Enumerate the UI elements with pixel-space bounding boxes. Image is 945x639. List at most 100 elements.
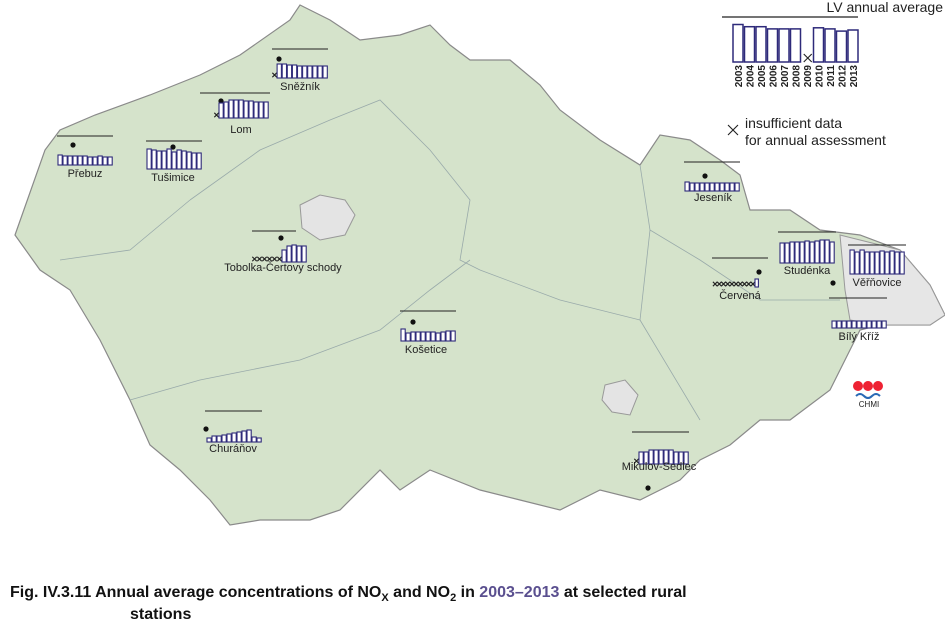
legend-year: 2011 xyxy=(826,65,837,87)
bar xyxy=(221,434,227,443)
caption-sub: X xyxy=(381,592,389,605)
bar xyxy=(276,63,282,79)
bar xyxy=(694,182,700,192)
legend-year: 2010 xyxy=(814,65,825,88)
bar xyxy=(216,435,222,443)
bar xyxy=(638,451,644,465)
bar xyxy=(87,156,93,166)
bar xyxy=(684,181,690,192)
station-dot xyxy=(702,173,708,179)
bar xyxy=(223,101,229,119)
insufficient-mark xyxy=(750,281,756,287)
bar xyxy=(253,101,259,119)
bar xyxy=(233,99,239,119)
bar xyxy=(77,155,83,166)
bar xyxy=(312,65,318,79)
bar xyxy=(238,99,244,119)
station-label: Věřňovice xyxy=(853,277,902,289)
caption-text: in xyxy=(456,584,480,601)
bar xyxy=(658,449,664,465)
station-label: Lom xyxy=(230,124,251,136)
station-dot xyxy=(830,280,836,286)
insufficient-mark xyxy=(741,281,748,287)
station-label: Churáňov xyxy=(209,443,257,455)
station-dot xyxy=(645,485,651,491)
bar xyxy=(714,182,720,192)
legend-bar xyxy=(789,28,802,63)
bar xyxy=(281,63,288,79)
bar xyxy=(445,330,451,342)
station-label: Košetice xyxy=(405,344,447,356)
legend-bar xyxy=(847,29,859,63)
bar xyxy=(176,149,182,170)
legend-bar xyxy=(755,25,767,63)
bar xyxy=(450,330,456,342)
insufficient-mark xyxy=(746,281,752,287)
bar xyxy=(719,182,725,192)
bar xyxy=(263,101,269,119)
bar xyxy=(191,152,197,170)
caption-years: 2003–2013 xyxy=(479,584,560,601)
station-label: Tušimice xyxy=(151,172,195,184)
insufficient-mark xyxy=(256,256,263,262)
bar xyxy=(415,331,421,342)
bar xyxy=(689,182,695,192)
bar xyxy=(704,182,710,192)
bar xyxy=(814,240,820,264)
bar xyxy=(899,251,905,275)
station-dot xyxy=(203,426,209,432)
bar xyxy=(779,242,785,264)
bar xyxy=(866,320,872,329)
bar xyxy=(846,320,852,329)
station-dot xyxy=(278,235,284,241)
station-label: Červená xyxy=(719,289,761,302)
bar xyxy=(789,241,795,264)
caption-line2: stations xyxy=(130,606,192,623)
bar xyxy=(849,249,855,275)
insufficient-mark xyxy=(261,256,268,262)
bar xyxy=(653,449,659,465)
insufficient-mark xyxy=(213,112,220,118)
bar xyxy=(171,151,177,170)
bar xyxy=(864,251,870,275)
bar xyxy=(869,251,875,275)
station-dot xyxy=(70,142,76,148)
legend-bar xyxy=(824,28,836,63)
chmi-logo: CHMI xyxy=(853,381,883,409)
bar xyxy=(668,449,674,465)
caption-sub: 2 xyxy=(450,592,457,605)
legend-year: 2003 xyxy=(734,65,745,88)
legend-year: 2012 xyxy=(837,65,848,88)
bar xyxy=(894,251,900,275)
bar xyxy=(196,152,202,170)
bar xyxy=(92,156,98,166)
legend-bar xyxy=(812,27,825,63)
bar xyxy=(102,156,108,166)
bar xyxy=(794,241,800,264)
bar xyxy=(206,437,212,443)
bar xyxy=(322,65,328,79)
bar xyxy=(286,245,292,263)
legend-note: insufficient data xyxy=(745,115,842,131)
legend-note: for annual assessment xyxy=(745,132,886,148)
bar xyxy=(643,451,649,465)
bar xyxy=(699,182,705,192)
bar xyxy=(889,250,895,275)
bar xyxy=(831,320,837,329)
bar xyxy=(663,449,669,465)
bar xyxy=(851,320,857,329)
bar xyxy=(874,251,880,275)
insufficient-mark xyxy=(266,256,273,262)
station-dot xyxy=(276,56,282,62)
bar xyxy=(281,249,287,263)
legend-bar xyxy=(743,25,756,63)
country-outline xyxy=(14,4,945,526)
bar xyxy=(879,250,885,275)
legend-bar xyxy=(766,28,779,63)
bar xyxy=(151,149,157,170)
insufficient-mark xyxy=(737,281,743,287)
bar xyxy=(72,155,78,166)
logo-text: CHMI xyxy=(859,400,879,409)
bar xyxy=(836,320,842,329)
